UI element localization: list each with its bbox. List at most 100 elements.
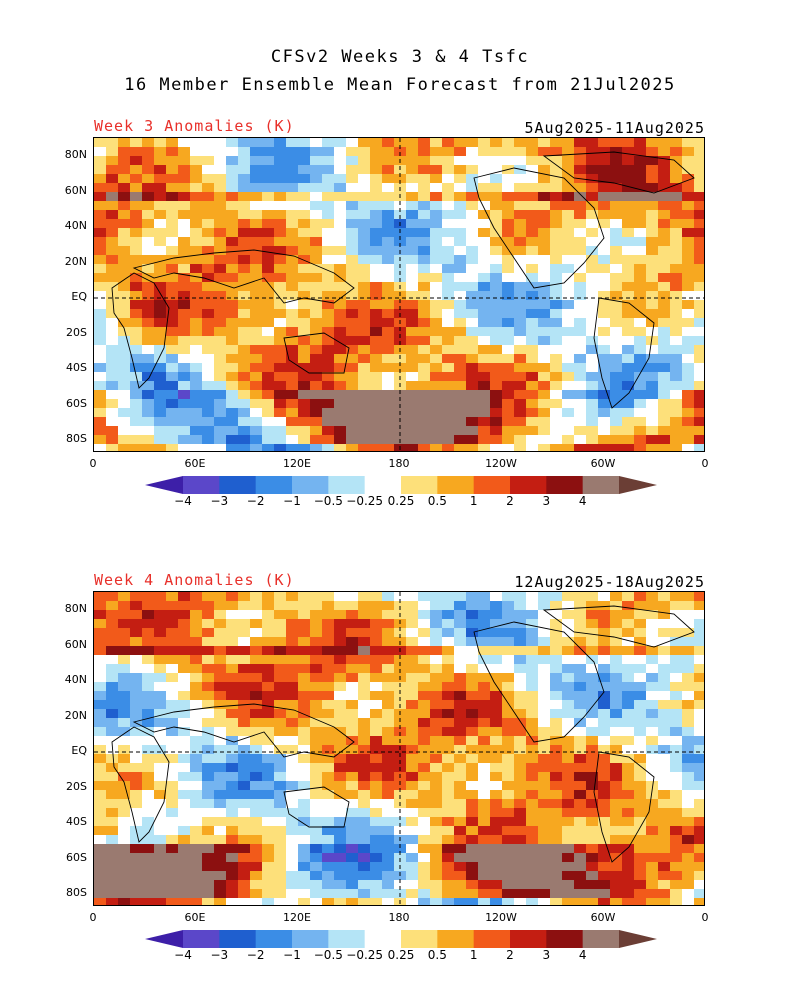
lat-tick-label: 60N (64, 637, 87, 651)
colorbar-tick-label: −0.25 (346, 494, 384, 508)
colorbar-swatch (401, 476, 438, 494)
colorbar-swatch (292, 930, 329, 948)
lon-tick-label: 0 (701, 457, 709, 470)
lon-tick-label: 120E (283, 911, 311, 924)
week4-colorbar (145, 930, 657, 948)
colorbar-swatch (510, 930, 547, 948)
colorbar-swatch (255, 476, 293, 494)
colorbar-tick-label: 0.25 (387, 948, 415, 962)
lat-tick-label: EQ (71, 744, 87, 757)
colorbar-swatch (546, 476, 584, 494)
lon-tick-label: 120W (485, 457, 517, 470)
colorbar-tick-label: 1 (469, 494, 478, 508)
lat-tick-label: 40N (64, 219, 87, 232)
lat-tick-label: 40N (64, 673, 87, 686)
lon-tick-label: 60E (184, 457, 206, 470)
lon-tick-label: 180 (388, 911, 410, 924)
colorbar-tick-label: −2 (246, 948, 265, 962)
colorbar-swatch (364, 930, 402, 948)
colorbar-swatch (582, 476, 620, 494)
colorbar-tick-label: 3 (542, 494, 551, 508)
colorbar-swatch (364, 476, 402, 494)
colorbar-arrow-low (145, 930, 183, 948)
lon-tick-label: 0 (701, 911, 709, 924)
lon-tick-label: 0 (89, 457, 97, 470)
lat-tick-label: 20N (64, 708, 87, 722)
colorbar-tick-label: −4 (174, 948, 192, 962)
colorbar-swatch (546, 930, 584, 948)
colorbar-tick-label: −3 (210, 494, 229, 508)
lat-tick-label: 80S (66, 886, 87, 899)
colorbar-swatch (328, 476, 366, 494)
colorbar-tick-label: 0.5 (427, 948, 447, 962)
coastline (283, 332, 350, 374)
colorbar-tick-label: −4 (174, 494, 192, 508)
coastline (111, 726, 170, 843)
chart-title-line2: 16 Member Ensemble Mean Forecast from 21… (124, 75, 676, 95)
coastline (132, 249, 355, 304)
week4-date-range: 12Aug2025-18Aug2025 (514, 573, 705, 591)
lat-tick-label: 80N (64, 602, 87, 615)
lat-tick-label: 60S (66, 850, 87, 864)
colorbar-tick-label: −0.5 (313, 948, 343, 962)
lat-tick-label: 80N (64, 148, 87, 161)
lon-tick-label: 60E (184, 911, 206, 924)
colorbar-swatch (219, 930, 257, 948)
lon-tick-label: 120W (485, 911, 517, 924)
coastline (473, 167, 605, 289)
week4-anomaly-title: Week 4 Anomalies (K) (94, 571, 295, 589)
coastline (111, 272, 170, 389)
lon-tick-label: 60W (590, 457, 616, 470)
colorbar-swatch (255, 930, 293, 948)
lat-tick-label: 60S (66, 396, 87, 410)
lat-tick-label: 20S (66, 779, 87, 793)
colorbar-tick-label: −2 (246, 494, 265, 508)
lon-tick-label: 0 (89, 911, 97, 924)
colorbar-tick-label: 2 (506, 948, 514, 962)
colorbar-tick-label: 4 (578, 948, 587, 962)
week3-colorbar (145, 476, 657, 494)
colorbar-tick-label: 0.5 (427, 494, 447, 508)
colorbar-tick-label: −0.5 (313, 494, 343, 508)
colorbar-swatch (401, 930, 438, 948)
lat-tick-label: 80S (66, 432, 87, 445)
colorbar-swatch (183, 930, 220, 948)
lon-tick-label: 60W (590, 911, 616, 924)
lat-tick-label: EQ (71, 290, 87, 303)
colorbar-swatch (437, 930, 475, 948)
coastline (473, 621, 605, 743)
coastline (283, 786, 350, 828)
lat-tick-label: 60N (64, 183, 87, 197)
colorbar-arrow-high (619, 930, 657, 948)
week3-date-range: 5Aug2025-11Aug2025 (524, 119, 705, 137)
colorbar-swatch (473, 476, 511, 494)
colorbar-tick-label: 1 (469, 948, 478, 962)
coastline (542, 151, 695, 194)
coastline (132, 703, 355, 758)
colorbar-swatch (582, 930, 620, 948)
colorbar-arrow-high (619, 476, 657, 494)
chart-title-line1: CFSv2 Weeks 3 & 4 Tsfc (270, 47, 530, 67)
colorbar-tick-label: −1 (283, 948, 301, 962)
week4-map (93, 591, 705, 906)
coastline (593, 297, 655, 409)
colorbar-swatch (219, 476, 257, 494)
lat-tick-label: 40S (66, 815, 87, 828)
colorbar-tick-label: 0.25 (387, 494, 415, 508)
lat-tick-label: 20S (66, 325, 87, 339)
colorbar-tick-label: 4 (578, 494, 587, 508)
coastline (593, 751, 655, 863)
lon-tick-label: 120E (283, 457, 311, 470)
colorbar-arrow-low (145, 476, 183, 494)
colorbar-swatch (292, 476, 329, 494)
colorbar-swatch (510, 476, 547, 494)
lon-tick-label: 180 (388, 457, 410, 470)
colorbar-swatch (473, 930, 511, 948)
coastline (542, 605, 695, 648)
week3-anomaly-title: Week 3 Anomalies (K) (94, 117, 295, 135)
week3-map (93, 137, 705, 452)
lat-tick-label: 40S (66, 361, 87, 374)
colorbar-tick-label: 2 (506, 494, 514, 508)
lat-tick-label: 20N (64, 254, 87, 268)
colorbar-tick-label: −1 (283, 494, 301, 508)
